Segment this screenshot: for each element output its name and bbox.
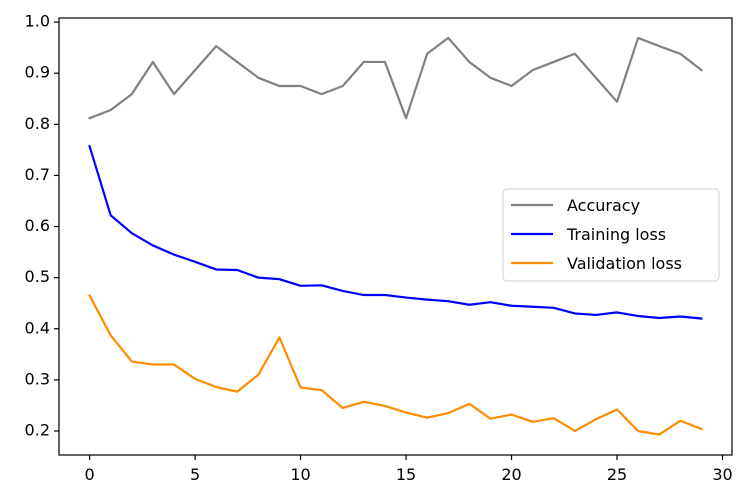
y-tick-label: 0.6	[25, 216, 50, 235]
y-tick-label: 0.5	[25, 267, 50, 286]
y-tick-label: 0.8	[25, 114, 50, 133]
x-tick-label: 30	[712, 465, 732, 484]
y-tick-label: 0.9	[25, 63, 50, 82]
y-tick-label: 0.2	[25, 420, 50, 439]
y-tick-marks	[54, 21, 59, 432]
y-tick-label: 0.3	[25, 369, 50, 388]
legend-label-validation-loss: Validation loss	[567, 254, 682, 273]
plot-frame	[58, 17, 733, 456]
legend-box	[502, 188, 720, 282]
validation-loss-line	[88, 294, 703, 436]
x-tick-label: 10	[290, 465, 310, 484]
legend-label-training-loss: Training loss	[566, 225, 666, 244]
y-tick-label: 0.4	[25, 318, 50, 337]
y-tick-label: 0.7	[25, 165, 50, 184]
x-tick-label: 5	[190, 465, 200, 484]
accuracy-line	[88, 36, 703, 120]
training-loss-line	[88, 144, 703, 320]
legend: Accuracy Training loss Validation loss	[502, 188, 720, 282]
y-tick-label: 1.0	[25, 12, 50, 31]
x-tick-label: 15	[396, 465, 416, 484]
x-tick-label: 25	[607, 465, 627, 484]
x-tick-marks	[88, 455, 724, 460]
legend-label-accuracy: Accuracy	[567, 196, 640, 215]
x-tick-labels: 0 5 10 15 20 25 30	[84, 465, 732, 484]
x-tick-label: 20	[501, 465, 521, 484]
series-lines	[88, 36, 703, 436]
x-tick-label: 0	[84, 465, 94, 484]
y-tick-labels: 0.2 0.3 0.4 0.5 0.6 0.7 0.8 0.9 1.0	[25, 12, 50, 440]
